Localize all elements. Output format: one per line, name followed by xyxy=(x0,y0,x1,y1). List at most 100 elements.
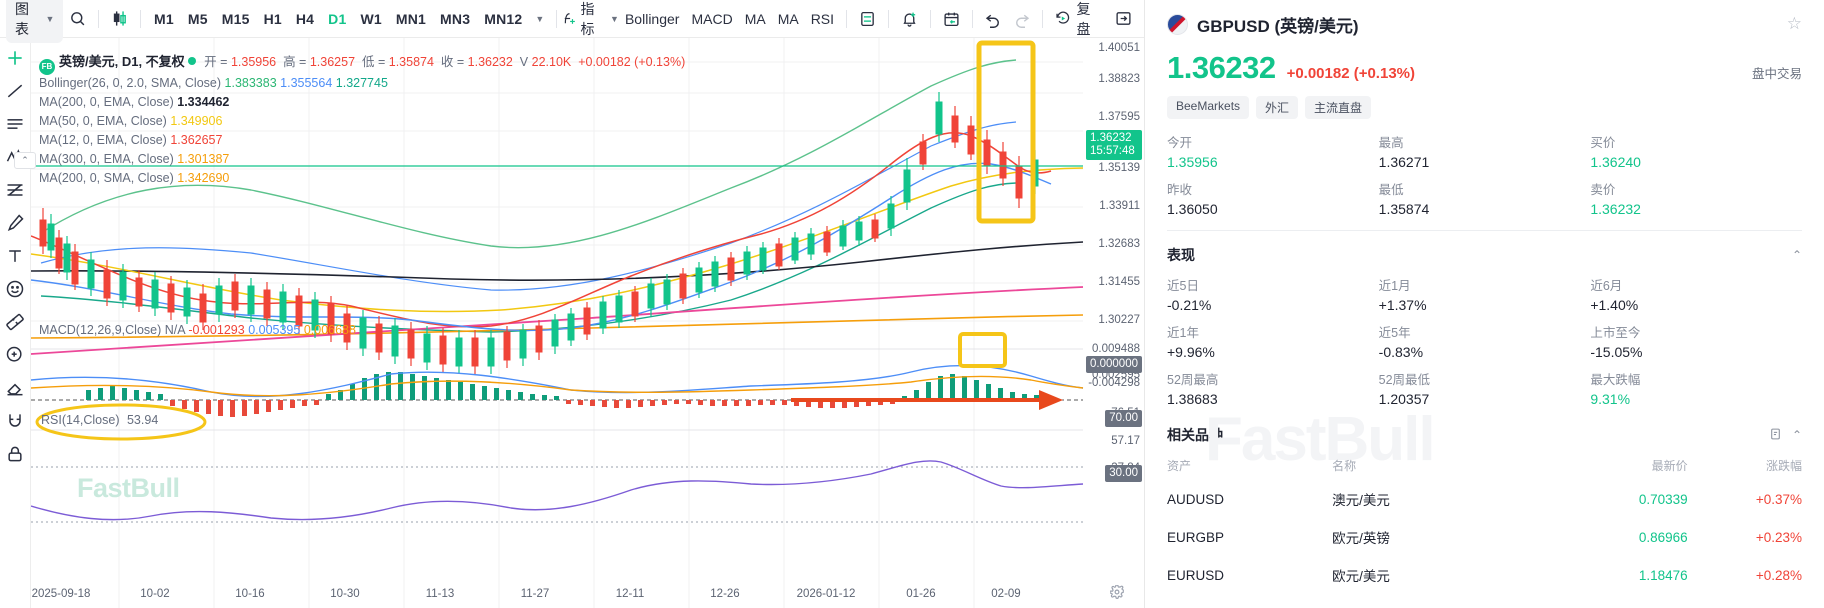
row-asset: EURGBP xyxy=(1167,529,1225,545)
perf-inception-label: 上市至今 xyxy=(1590,326,1641,340)
redo-icon[interactable] xyxy=(1007,4,1036,34)
replay-icon xyxy=(1056,11,1070,24)
lock-icon[interactable] xyxy=(3,442,27,466)
tag-broker[interactable]: BeeMarkets xyxy=(1167,96,1250,119)
chart-plot-area[interactable]: FB 英镑/美元, D1, 不复权 开 = 1.35956 高 = 1.36257… xyxy=(31,38,1144,608)
price-axis[interactable]: 1.40051 1.38823 1.37595 1.36232 15:57:48… xyxy=(1082,38,1144,608)
magnet-icon[interactable] xyxy=(3,409,27,433)
timeframe-d1[interactable]: D1 xyxy=(328,10,347,27)
perf-cell-6m: 近6月 +1.40% xyxy=(1590,275,1802,313)
timeframe-more-chevron-icon[interactable]: ▼ xyxy=(535,13,545,24)
perf-52w-high-value: 1.38683 xyxy=(1167,391,1218,407)
quote-high-value: 1.36271 xyxy=(1378,154,1430,170)
macd-dif-line xyxy=(31,364,1084,398)
replay-button[interactable]: 复盘 xyxy=(1049,0,1109,39)
price-tick-7: 1.30227 xyxy=(1098,314,1140,326)
chart-settings-icon[interactable] xyxy=(1109,584,1125,604)
divider xyxy=(556,9,558,28)
table-row[interactable]: EURUSD 欧元/美元 1.18476 +0.28% xyxy=(1167,556,1802,594)
perf-inception-value: -15.05% xyxy=(1590,344,1643,360)
undo-icon[interactable] xyxy=(978,4,1007,34)
time-tick-8: 2026-01-12 xyxy=(796,588,856,600)
bollinger-middle xyxy=(40,121,1017,291)
trend-line-icon[interactable] xyxy=(3,79,27,103)
indicator-rsi[interactable]: RSI xyxy=(810,10,835,27)
crosshair-add-icon[interactable] xyxy=(3,46,27,70)
uk-us-flag-icon xyxy=(1167,13,1188,35)
time-tick-3: 10-30 xyxy=(330,588,360,600)
quote-open-label: 今开 xyxy=(1167,136,1193,150)
chevron-up-icon[interactable]: ⌃ xyxy=(1791,248,1802,262)
indicators-button[interactable]: 指标 ▼ xyxy=(563,0,619,39)
measure-ruler-icon[interactable] xyxy=(3,310,27,334)
price-tick-6: 1.31455 xyxy=(1098,276,1140,288)
perf-1m-value: +1.37% xyxy=(1378,297,1427,313)
annotation-rect-macd xyxy=(958,332,1007,368)
quote-ask-value: 1.36232 xyxy=(1590,201,1641,217)
macd-pane xyxy=(31,364,1084,417)
calendar-back-icon[interactable] xyxy=(937,4,966,34)
eraser-icon[interactable] xyxy=(3,376,27,400)
panel-price-row: 1.36232 +0.00182 (+0.13%) 盘中交易 xyxy=(1167,50,1802,86)
perf-5y-label: 近5年 xyxy=(1378,326,1411,340)
timeframe-h4[interactable]: H4 xyxy=(295,10,315,27)
collapse-right-icon[interactable] xyxy=(1109,4,1138,34)
timeframe-h1[interactable]: H1 xyxy=(263,10,282,27)
related-instruments-table: 资产 名称 最新价 涨跌幅 AUDUSD 澳元/美元 0.70339 +0.37… xyxy=(1167,451,1802,594)
text-icon[interactable] xyxy=(3,244,27,268)
perf-cell-inception: 上市至今 -15.05% xyxy=(1590,322,1802,360)
search-icon[interactable] xyxy=(63,4,92,34)
tag-category[interactable]: 外汇 xyxy=(1256,96,1299,119)
quote-high-label: 最高 xyxy=(1378,136,1404,150)
timeframe-mn12[interactable]: MN12 xyxy=(484,10,523,27)
time-tick-9: 01-26 xyxy=(906,588,936,600)
tag-subcategory[interactable]: 主流直盘 xyxy=(1305,96,1372,119)
perf-cell-52w-high: 52周最高 1.38683 xyxy=(1167,369,1379,407)
emoji-icon[interactable] xyxy=(3,277,27,301)
indicator-ma-1[interactable]: MA xyxy=(744,10,766,27)
quote-cell-prevclose: 昨收 1.36050 xyxy=(1167,179,1379,217)
indicator-bollinger[interactable]: Bollinger xyxy=(624,10,680,27)
zoom-in-icon[interactable] xyxy=(3,343,27,367)
time-axis[interactable]: 2025-09-18 10-02 10-16 10-30 11-13 11-27… xyxy=(31,584,1082,608)
indicator-macd[interactable]: MACD xyxy=(691,10,733,27)
horizontal-lines-icon[interactable] xyxy=(3,112,27,136)
row-change: +0.37% xyxy=(1755,491,1802,507)
fib-icon[interactable] xyxy=(3,178,27,202)
divider xyxy=(140,9,142,28)
chart-menu-button[interactable]: 图表 ▼ xyxy=(6,0,64,43)
divider xyxy=(1167,230,1802,231)
panel-price: 1.36232 xyxy=(1167,50,1276,85)
timeframe-m15[interactable]: M15 xyxy=(221,10,250,27)
table-row[interactable]: EURGBP 欧元/英镑 0.86966 +0.23% xyxy=(1167,518,1802,556)
macd-tick-2: -0.004298 xyxy=(1088,377,1140,389)
timeframe-mn3[interactable]: MN3 xyxy=(440,10,471,27)
timeframe-m1[interactable]: M1 xyxy=(154,10,174,27)
ma300-ema-line xyxy=(31,314,1084,339)
time-tick-1: 10-02 xyxy=(140,588,170,600)
table-row[interactable]: AUDUSD 澳元/美元 0.70339 +0.37% xyxy=(1167,480,1802,518)
timeframe-w1[interactable]: W1 xyxy=(360,10,382,27)
ma200-sma-line xyxy=(31,286,1084,355)
brush-icon[interactable] xyxy=(3,211,27,235)
list-view-icon[interactable] xyxy=(1769,427,1782,444)
perf-1m-label: 近1月 xyxy=(1378,279,1411,293)
quote-prevclose-label: 昨收 xyxy=(1167,183,1193,197)
row-name: 澳元/美元 xyxy=(1332,493,1390,508)
perf-6m-value: +1.40% xyxy=(1590,297,1639,313)
legend-collapse-button[interactable]: ⌃ xyxy=(14,152,36,169)
perf-cell-1m: 近1月 +1.37% xyxy=(1379,275,1591,313)
quote-prevclose-value: 1.36050 xyxy=(1167,201,1218,217)
candlestick-icon[interactable] xyxy=(105,4,134,34)
alert-bell-add-icon[interactable] xyxy=(895,4,924,34)
perf-5d-value: -0.21% xyxy=(1167,297,1212,313)
layout-icon[interactable] xyxy=(853,4,882,34)
timeframe-mn1[interactable]: MN1 xyxy=(395,10,427,27)
indicator-ma-2[interactable]: MA xyxy=(777,10,799,27)
chevron-up-icon[interactable]: ⌃ xyxy=(1791,428,1802,442)
star-outline-icon[interactable]: ☆ xyxy=(1786,14,1802,33)
timeframe-m5[interactable]: M5 xyxy=(187,10,208,27)
perf-5y-value: -0.83% xyxy=(1378,344,1424,360)
current-price-value: 1.36232 xyxy=(1090,132,1132,144)
quote-cell-low: 最低 1.35874 xyxy=(1379,179,1591,217)
